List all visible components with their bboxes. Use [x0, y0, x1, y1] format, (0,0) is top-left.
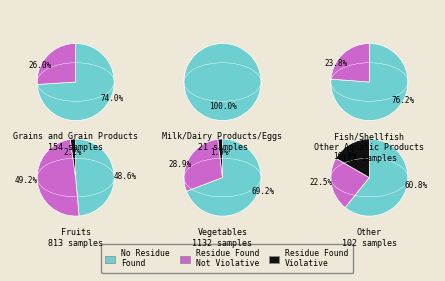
Text: Other
102 samples: Other 102 samples [342, 228, 397, 248]
Wedge shape [331, 44, 408, 121]
Wedge shape [70, 139, 76, 178]
Text: Grains and Grain Products
154 samples: Grains and Grain Products 154 samples [13, 132, 138, 152]
Text: 16.7%: 16.7% [333, 152, 356, 161]
Wedge shape [184, 139, 222, 191]
Wedge shape [331, 44, 369, 82]
Wedge shape [37, 44, 114, 121]
Text: 23.8%: 23.8% [324, 59, 348, 68]
Text: Milk/Dairy Products/Eggs
21 samples: Milk/Dairy Products/Eggs 21 samples [162, 132, 283, 152]
Wedge shape [37, 139, 79, 216]
Wedge shape [345, 139, 408, 216]
Wedge shape [184, 44, 261, 121]
Text: 76.2%: 76.2% [391, 96, 414, 105]
Text: 60.8%: 60.8% [405, 181, 428, 190]
Text: 28.9%: 28.9% [169, 160, 192, 169]
Text: 100.0%: 100.0% [209, 102, 236, 111]
Text: Vegetables
1132 samples: Vegetables 1132 samples [193, 228, 252, 248]
Text: 26.0%: 26.0% [28, 61, 51, 70]
Legend: No Residue
Found, Residue Found
Not Violative, Residue Found
Violative: No Residue Found, Residue Found Not Viol… [101, 244, 353, 273]
Text: Fish/Shellfish
Other Aquatic Products
122 samples: Fish/Shellfish Other Aquatic Products 12… [314, 132, 425, 163]
Wedge shape [331, 158, 369, 208]
Text: 69.2%: 69.2% [251, 187, 275, 196]
Text: 2.2%: 2.2% [63, 148, 81, 157]
Text: 49.2%: 49.2% [15, 176, 38, 185]
Text: 74.0%: 74.0% [100, 94, 123, 103]
Text: Fruits
813 samples: Fruits 813 samples [48, 228, 103, 248]
Wedge shape [37, 44, 76, 84]
Text: 48.6%: 48.6% [113, 172, 137, 181]
Wedge shape [186, 139, 261, 216]
Text: 22.5%: 22.5% [309, 178, 332, 187]
Wedge shape [76, 139, 114, 216]
Wedge shape [336, 139, 369, 178]
Wedge shape [218, 139, 222, 178]
Text: 1.9%: 1.9% [210, 148, 229, 157]
